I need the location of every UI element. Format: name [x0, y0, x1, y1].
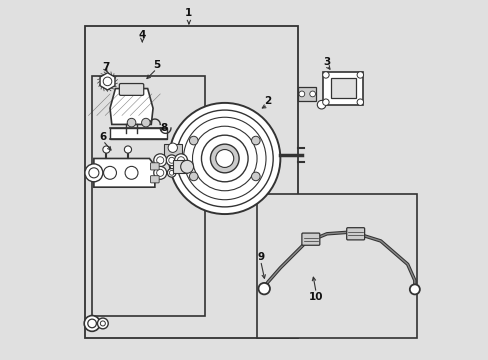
- Circle shape: [85, 164, 102, 182]
- Bar: [298, 87, 316, 101]
- Circle shape: [156, 157, 163, 164]
- Circle shape: [176, 110, 273, 207]
- Bar: [172, 160, 187, 173]
- Circle shape: [322, 99, 328, 105]
- Circle shape: [174, 154, 187, 167]
- Text: 8: 8: [160, 123, 167, 133]
- Text: 1: 1: [185, 8, 192, 18]
- Circle shape: [124, 146, 131, 153]
- Circle shape: [183, 117, 265, 200]
- Circle shape: [215, 149, 233, 167]
- Circle shape: [88, 319, 96, 328]
- Circle shape: [322, 72, 328, 78]
- Text: 6: 6: [99, 132, 106, 142]
- FancyBboxPatch shape: [119, 84, 143, 95]
- Circle shape: [167, 168, 176, 177]
- Circle shape: [356, 99, 363, 105]
- Circle shape: [298, 91, 304, 97]
- Text: 9: 9: [257, 252, 264, 262]
- Circle shape: [125, 166, 138, 179]
- Circle shape: [168, 157, 174, 163]
- Text: 7: 7: [102, 62, 110, 72]
- FancyBboxPatch shape: [346, 228, 364, 240]
- Bar: [163, 144, 182, 160]
- Circle shape: [189, 136, 198, 145]
- Polygon shape: [110, 89, 153, 125]
- Circle shape: [177, 157, 184, 164]
- Circle shape: [127, 118, 136, 127]
- Bar: [330, 78, 355, 98]
- Circle shape: [251, 172, 260, 181]
- Circle shape: [210, 144, 239, 173]
- Circle shape: [180, 160, 193, 173]
- Circle shape: [102, 146, 110, 153]
- Circle shape: [97, 318, 108, 329]
- Circle shape: [89, 168, 99, 178]
- Circle shape: [153, 166, 166, 179]
- Circle shape: [169, 103, 280, 214]
- Bar: [323, 72, 362, 105]
- Circle shape: [100, 321, 105, 326]
- Circle shape: [153, 154, 166, 167]
- Circle shape: [201, 135, 247, 182]
- Circle shape: [258, 283, 269, 294]
- Polygon shape: [100, 73, 115, 90]
- Circle shape: [409, 284, 419, 294]
- Circle shape: [309, 91, 315, 97]
- Circle shape: [156, 169, 163, 176]
- Circle shape: [169, 171, 174, 175]
- Circle shape: [356, 72, 363, 78]
- Text: 2: 2: [264, 96, 271, 106]
- Circle shape: [103, 77, 112, 86]
- FancyBboxPatch shape: [150, 163, 159, 170]
- Circle shape: [192, 126, 257, 191]
- Bar: [110, 128, 167, 139]
- Bar: [85, 26, 298, 338]
- Circle shape: [84, 316, 100, 331]
- Circle shape: [142, 118, 150, 127]
- Circle shape: [166, 155, 177, 166]
- Circle shape: [168, 143, 177, 152]
- Text: 4: 4: [138, 30, 146, 40]
- Text: 3: 3: [323, 57, 330, 67]
- Circle shape: [103, 166, 116, 179]
- Circle shape: [317, 100, 325, 109]
- Bar: [92, 76, 204, 316]
- Text: 5: 5: [153, 60, 160, 70]
- Text: 10: 10: [308, 292, 323, 302]
- Circle shape: [251, 136, 260, 145]
- Polygon shape: [94, 158, 155, 187]
- FancyBboxPatch shape: [301, 233, 319, 245]
- FancyBboxPatch shape: [150, 176, 159, 183]
- Circle shape: [189, 172, 198, 181]
- Bar: [257, 194, 416, 338]
